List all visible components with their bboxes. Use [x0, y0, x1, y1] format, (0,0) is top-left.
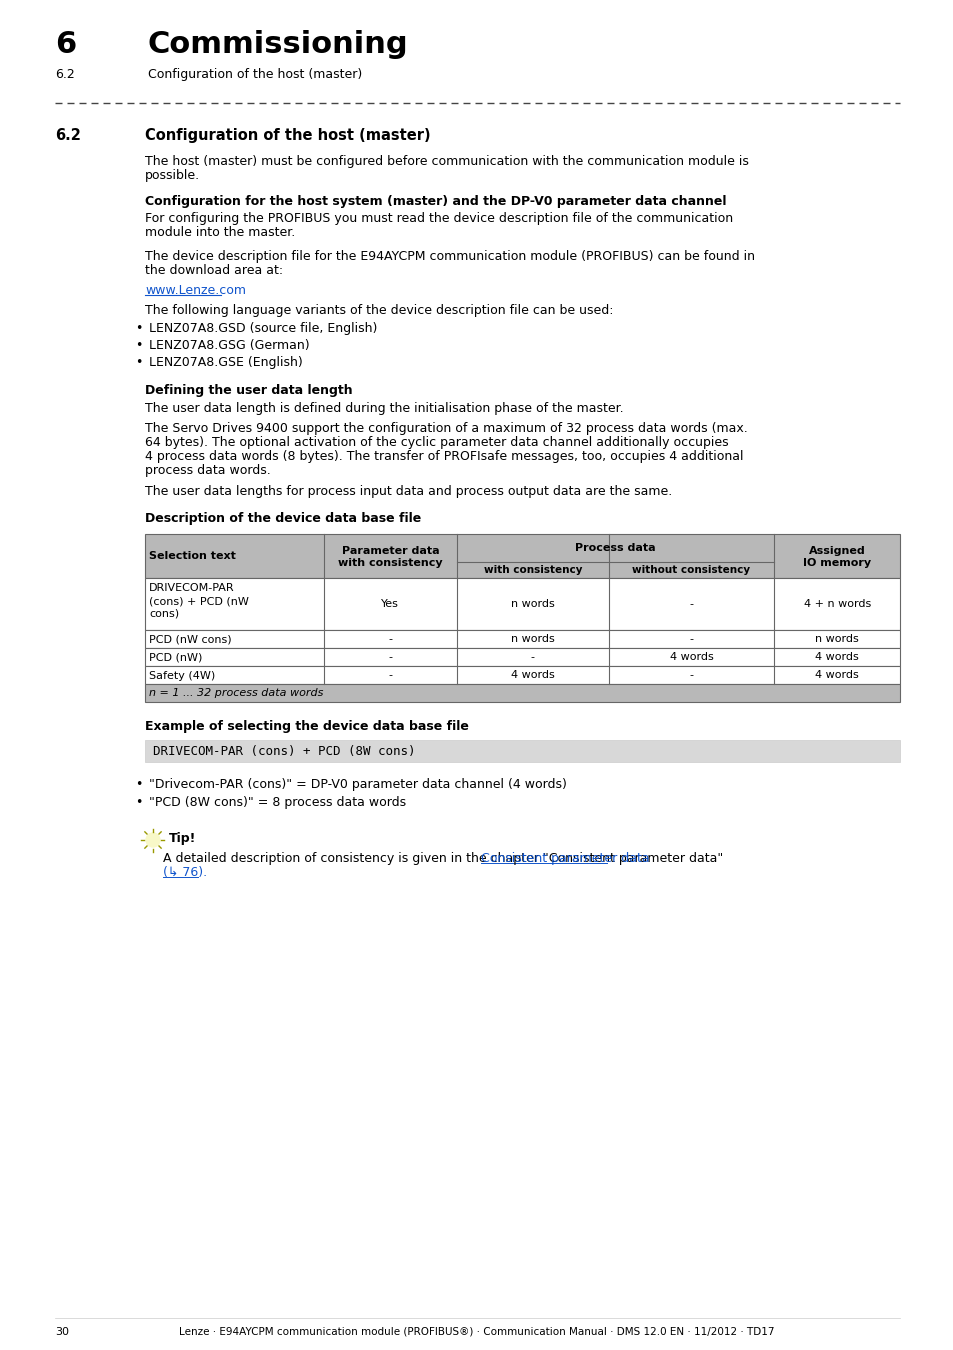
Text: Consistent parameter data: Consistent parameter data	[480, 852, 649, 865]
Text: without consistency: without consistency	[632, 566, 750, 575]
Text: Configuration of the host (master): Configuration of the host (master)	[145, 128, 430, 143]
Text: Process data: Process data	[575, 543, 656, 554]
Text: The user data length is defined during the initialisation phase of the master.: The user data length is defined during t…	[145, 402, 623, 414]
Text: 6: 6	[55, 30, 76, 59]
Bar	[145, 666, 899, 684]
Bar	[145, 578, 899, 630]
Text: n words: n words	[511, 599, 554, 609]
Text: 4 words: 4 words	[669, 652, 713, 662]
Text: PCD (nW cons): PCD (nW cons)	[149, 634, 232, 645]
Text: LENZ07A8.GSE (English): LENZ07A8.GSE (English)	[149, 356, 302, 369]
Text: Lenze · E94AYCPM communication module (PROFIBUS®) · Communication Manual · DMS 1: Lenze · E94AYCPM communication module (P…	[179, 1327, 774, 1336]
Text: with consistency: with consistency	[483, 566, 581, 575]
Text: n words: n words	[511, 634, 554, 644]
Text: process data words.: process data words.	[145, 464, 271, 477]
Text: the download area at:: the download area at:	[145, 265, 283, 277]
Text: •: •	[135, 796, 142, 809]
Bar	[145, 648, 899, 666]
Text: -: -	[689, 670, 693, 680]
Text: -: -	[388, 634, 392, 644]
Bar	[145, 684, 899, 702]
Text: Yes: Yes	[381, 599, 399, 609]
Text: 4 words: 4 words	[511, 670, 554, 680]
Text: 64 bytes). The optional activation of the cyclic parameter data channel addition: 64 bytes). The optional activation of th…	[145, 436, 728, 450]
Circle shape	[146, 833, 160, 846]
Text: Configuration for the host system (master) and the DP-V0 parameter data channel: Configuration for the host system (maste…	[145, 194, 726, 208]
Text: -: -	[530, 652, 535, 662]
Text: DRIVECOM-PAR (cons) + PCD (8W cons): DRIVECOM-PAR (cons) + PCD (8W cons)	[152, 744, 416, 757]
Text: The following language variants of the device description file can be used:: The following language variants of the d…	[145, 304, 613, 317]
Text: -: -	[388, 670, 392, 680]
Text: (cons) + PCD (nW: (cons) + PCD (nW	[149, 595, 249, 606]
Text: •: •	[135, 778, 142, 791]
Text: Commissioning: Commissioning	[148, 30, 408, 59]
Text: 4 + n words: 4 + n words	[802, 599, 870, 609]
Text: with consistency: with consistency	[337, 558, 442, 568]
Text: The user data lengths for process input data and process output data are the sam: The user data lengths for process input …	[145, 485, 672, 498]
Text: 6.2: 6.2	[55, 128, 81, 143]
Text: Description of the device data base file: Description of the device data base file	[145, 512, 421, 525]
Text: •: •	[135, 339, 142, 352]
Text: Defining the user data length: Defining the user data length	[145, 383, 353, 397]
Text: For configuring the PROFIBUS you must read the device description file of the co: For configuring the PROFIBUS you must re…	[145, 212, 732, 225]
Text: module into the master.: module into the master.	[145, 225, 294, 239]
Text: (↳ 76).: (↳ 76).	[163, 865, 207, 879]
Text: n = 1 ... 32 process data words: n = 1 ... 32 process data words	[149, 688, 323, 698]
Text: 4 process data words (8 bytes). The transfer of PROFIsafe messages, too, occupie: 4 process data words (8 bytes). The tran…	[145, 450, 742, 463]
Text: possible.: possible.	[145, 169, 200, 182]
Text: "Drivecom-PAR (cons)" = DP-V0 parameter data channel (4 words): "Drivecom-PAR (cons)" = DP-V0 parameter …	[149, 778, 566, 791]
Text: The host (master) must be configured before communication with the communication: The host (master) must be configured bef…	[145, 155, 748, 167]
Text: -: -	[689, 599, 693, 609]
Text: Configuration of the host (master): Configuration of the host (master)	[148, 68, 362, 81]
Bar	[145, 630, 899, 648]
Text: -: -	[689, 634, 693, 644]
Text: n words: n words	[815, 634, 859, 644]
Text: DRIVECOM-PAR: DRIVECOM-PAR	[149, 583, 234, 593]
Text: 30: 30	[55, 1327, 69, 1336]
Text: IO memory: IO memory	[802, 558, 870, 568]
Text: "PCD (8W cons)" = 8 process data words: "PCD (8W cons)" = 8 process data words	[149, 796, 406, 809]
Text: Selection text: Selection text	[149, 551, 235, 562]
Text: 6.2: 6.2	[55, 68, 74, 81]
Text: The Servo Drives 9400 support the configuration of a maximum of 32 process data : The Servo Drives 9400 support the config…	[145, 423, 747, 435]
Text: Example of selecting the device data base file: Example of selecting the device data bas…	[145, 720, 468, 733]
Text: A detailed description of consistency is given in the chapter "Consistent parame: A detailed description of consistency is…	[163, 852, 722, 865]
Text: www.Lenze.com: www.Lenze.com	[145, 284, 246, 297]
Text: •: •	[135, 356, 142, 369]
Text: The device description file for the E94AYCPM communication module (PROFIBUS) can: The device description file for the E94A…	[145, 250, 754, 263]
Text: cons): cons)	[149, 609, 179, 620]
Bar	[145, 535, 899, 578]
Text: PCD (nW): PCD (nW)	[149, 653, 202, 663]
Bar	[145, 740, 899, 761]
Text: 4 words: 4 words	[815, 670, 859, 680]
Text: Tip!: Tip!	[169, 832, 196, 845]
Text: •: •	[135, 323, 142, 335]
Text: LENZ07A8.GSD (source file, English): LENZ07A8.GSD (source file, English)	[149, 323, 377, 335]
Text: Parameter data: Parameter data	[341, 545, 438, 556]
Text: LENZ07A8.GSG (German): LENZ07A8.GSG (German)	[149, 339, 310, 352]
Text: Assigned: Assigned	[808, 545, 864, 556]
Text: -: -	[388, 652, 392, 662]
Text: 4 words: 4 words	[815, 652, 859, 662]
Text: Safety (4W): Safety (4W)	[149, 671, 215, 680]
